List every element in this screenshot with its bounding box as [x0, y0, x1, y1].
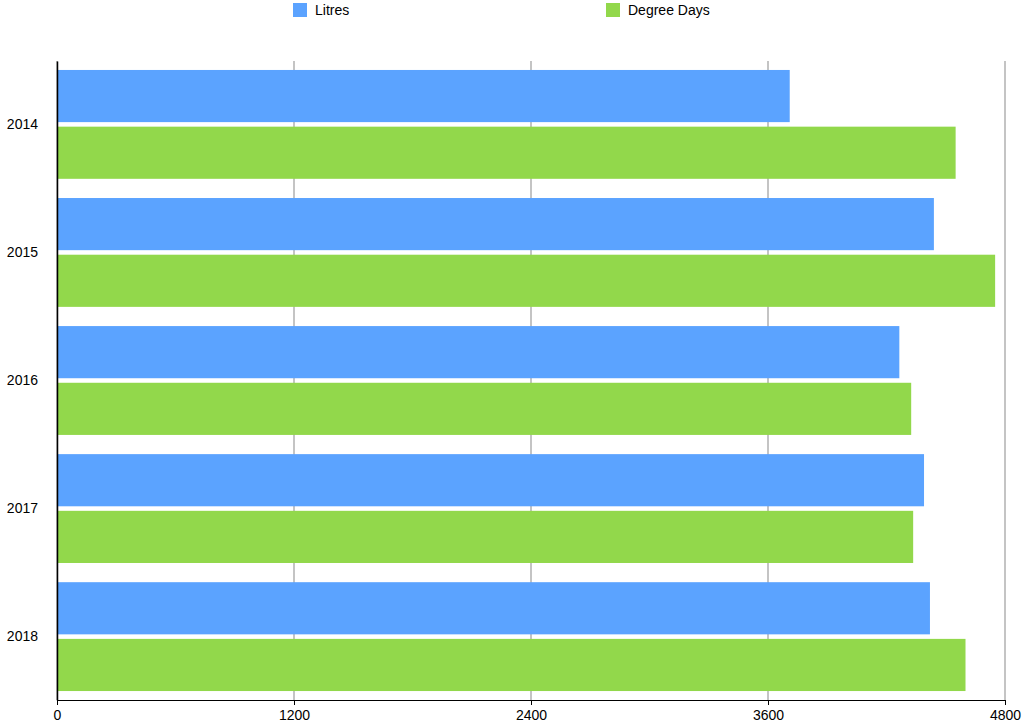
- tick-label: 2014: [7, 116, 38, 132]
- tick-mark: [1005, 700, 1006, 705]
- tick-label: 2018: [7, 628, 38, 644]
- tick: 2018: [7, 628, 57, 644]
- tick: 2014: [7, 116, 57, 132]
- legend-item: Degree Days: [606, 2, 710, 18]
- bar: [57, 198, 934, 250]
- tick-mark: [57, 700, 58, 705]
- bar: [57, 255, 995, 307]
- y-axis: 2014 2015 2016 2017 2018: [7, 62, 58, 701]
- tick: 2016: [7, 372, 57, 388]
- bar: [57, 383, 911, 435]
- legend-swatch: [606, 3, 620, 17]
- legend-item: Litres: [293, 2, 349, 18]
- series: [57, 127, 995, 691]
- tick-label: 1200: [279, 707, 310, 723]
- axis-line: [57, 62, 59, 701]
- tick-label: 2400: [516, 707, 547, 723]
- tick-label: 2015: [7, 244, 38, 260]
- tick: 2015: [7, 244, 57, 260]
- grid-line: [1004, 61, 1006, 700]
- tick-label: 3600: [753, 707, 784, 723]
- tick: 3600: [753, 700, 784, 723]
- tick: 2017: [7, 500, 57, 516]
- legend: Litres Degree Days: [293, 2, 710, 18]
- tick: 0: [54, 700, 62, 723]
- bar: [57, 639, 966, 691]
- legend-label: Degree Days: [628, 2, 710, 18]
- bar: [57, 582, 930, 634]
- tick-label: 2017: [7, 500, 38, 516]
- bar: [57, 454, 924, 506]
- tick-mark: [768, 700, 769, 705]
- bar: [57, 326, 899, 378]
- tick-mark: [294, 700, 295, 705]
- tick: 4800: [990, 700, 1021, 723]
- tick-label: 2016: [7, 372, 38, 388]
- bar: [57, 70, 790, 122]
- bars: [57, 70, 995, 691]
- chart: 0 1200 2400 3600 4800 2014 2015 2016 2017 2018 Lit…: [0, 0, 1024, 728]
- tick-mark: [531, 700, 532, 705]
- bar: [57, 127, 956, 179]
- legend-label: Litres: [315, 2, 349, 18]
- bar: [57, 511, 913, 563]
- tick-label: 0: [54, 707, 62, 723]
- tick: 1200: [279, 700, 310, 723]
- tick: 2400: [516, 700, 547, 723]
- axis-line: [58, 701, 1006, 706]
- tick-label: 4800: [990, 707, 1021, 723]
- grid-line: [56, 61, 58, 700]
- legend-swatch: [293, 3, 307, 17]
- x-axis: 0 1200 2400 3600 4800: [54, 700, 1022, 723]
- grid: [57, 61, 1005, 700]
